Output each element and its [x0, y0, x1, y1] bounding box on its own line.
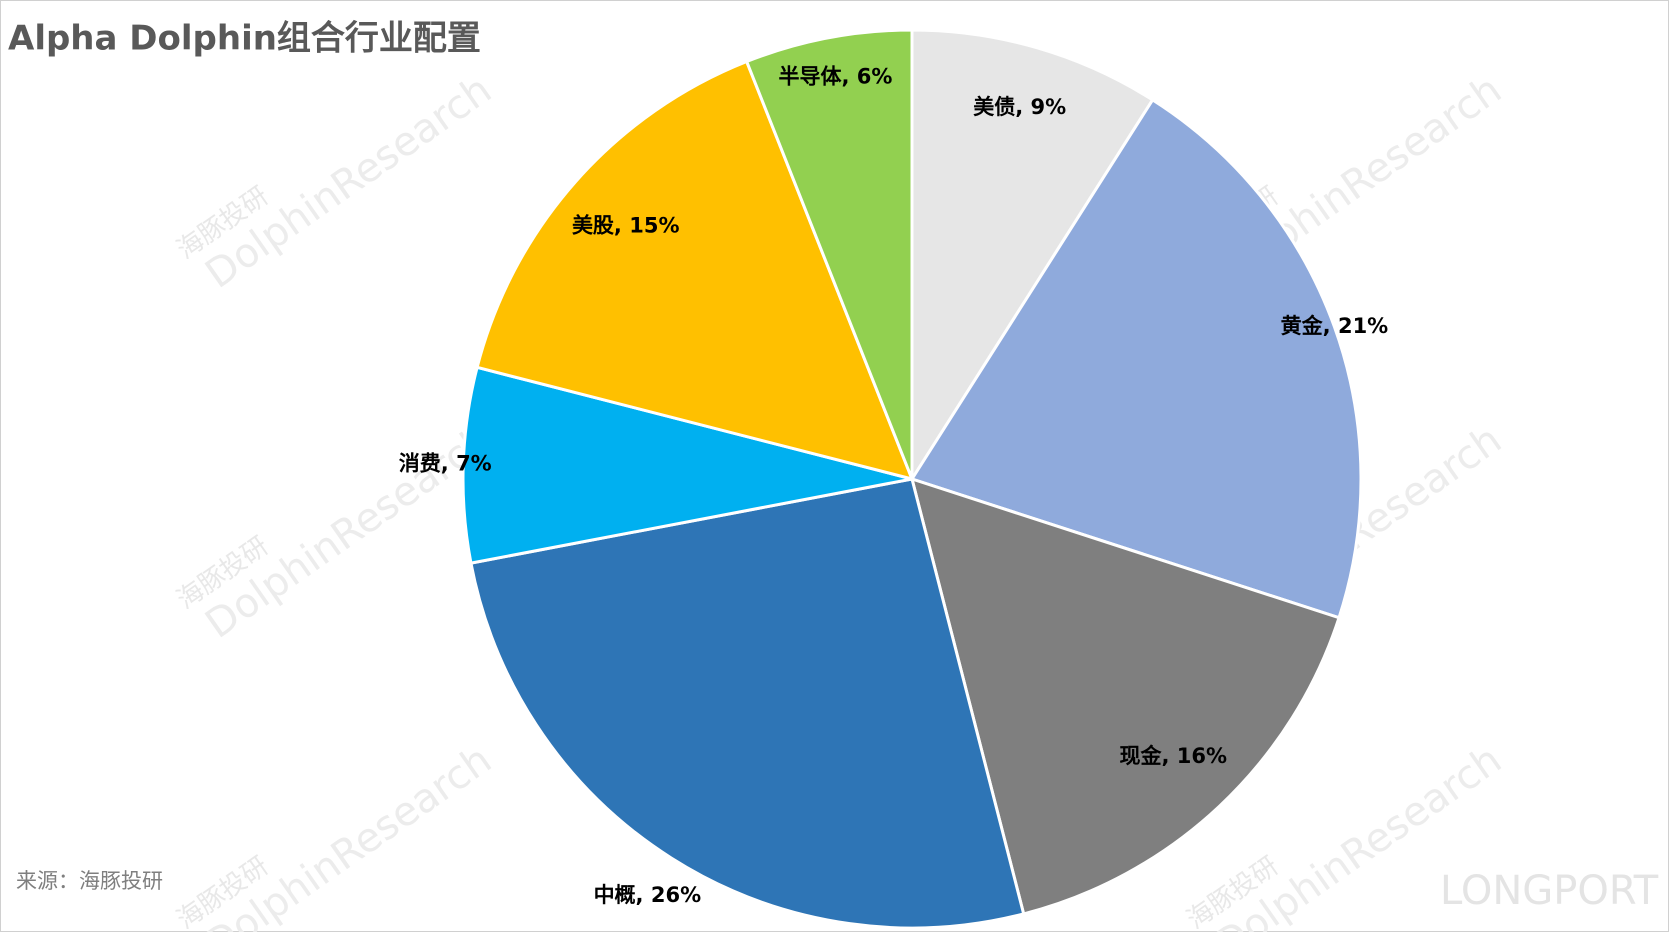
data-label: 黄金, 21%	[1281, 314, 1389, 338]
pie-slice	[744, 28, 914, 480]
data-label: 现金, 16%	[1119, 744, 1227, 768]
pie	[461, 28, 1363, 930]
data-label: 半导体, 6%	[778, 65, 892, 89]
data-label: 美股, 15%	[572, 214, 680, 238]
watermark: LONGPORT	[1440, 868, 1659, 914]
data-label: 中概, 26%	[594, 883, 702, 907]
pie-slice	[461, 365, 913, 565]
pie-slice	[909, 97, 1363, 620]
data-label: 美债, 9%	[973, 95, 1066, 119]
pie-slice	[910, 28, 1155, 485]
pie-slice	[469, 477, 1026, 930]
pie-slice	[475, 59, 915, 482]
source: 来源：海豚投研	[16, 869, 163, 893]
data-label: 消费, 7%	[399, 451, 492, 475]
labels: 美债, 9% 黄金, 21% 现金, 16% 中概, 26% 消费, 7% 美股, 15%…	[399, 65, 1388, 907]
chart-title: Alpha Dolphin组合行业配置	[8, 19, 481, 59]
pie-slice	[909, 476, 1341, 916]
